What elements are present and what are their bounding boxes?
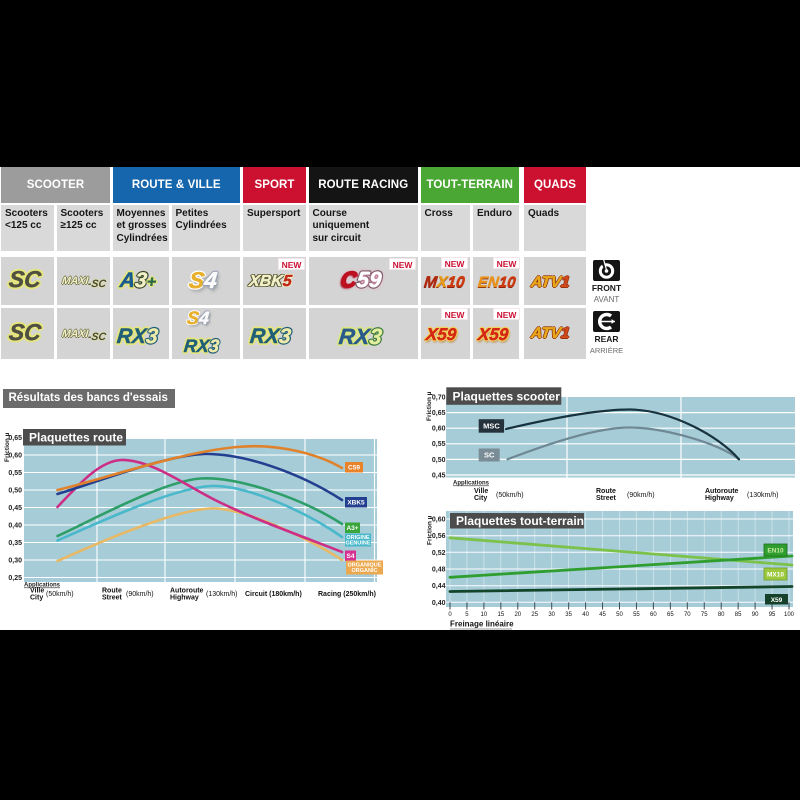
svg-text:City: City xyxy=(474,495,487,502)
svg-text:0,45: 0,45 xyxy=(8,505,22,512)
svg-text:0: 0 xyxy=(448,612,452,618)
svg-text:65: 65 xyxy=(667,612,674,618)
svg-text:(130km/h): (130km/h) xyxy=(206,591,238,598)
svg-text:20: 20 xyxy=(514,612,521,618)
svg-text:10: 10 xyxy=(481,612,488,618)
svg-text:X59: X59 xyxy=(771,597,783,604)
svg-text:0,40: 0,40 xyxy=(8,523,22,530)
svg-text:45: 45 xyxy=(599,612,606,618)
svg-text:Friction µ: Friction µ xyxy=(427,515,434,545)
svg-text:Highway: Highway xyxy=(705,495,734,502)
svg-text:0,50: 0,50 xyxy=(432,457,446,464)
svg-text:ORGANIC: ORGANIC xyxy=(352,568,378,574)
svg-text:0,40: 0,40 xyxy=(432,600,446,607)
svg-text:S4: S4 xyxy=(347,553,355,560)
svg-text:Route: Route xyxy=(596,488,616,495)
svg-text:85: 85 xyxy=(735,612,742,618)
svg-text:70: 70 xyxy=(684,612,691,618)
svg-text:SC: SC xyxy=(484,451,495,460)
svg-text:35: 35 xyxy=(565,612,572,618)
svg-text:75: 75 xyxy=(701,612,708,618)
svg-text:0,60: 0,60 xyxy=(8,453,22,460)
svg-text:(90km/h): (90km/h) xyxy=(126,591,154,598)
svg-text:Autoroute: Autoroute xyxy=(705,488,739,495)
svg-text:ORGANIQUE: ORGANIQUE xyxy=(348,562,382,568)
svg-text:Plaquettes tout-terrain: Plaquettes tout-terrain xyxy=(456,514,584,528)
svg-text:(50km/h): (50km/h) xyxy=(496,492,524,499)
svg-text:Ville: Ville xyxy=(474,488,488,495)
svg-text:Street: Street xyxy=(596,495,617,502)
svg-text:Applications: Applications xyxy=(24,583,61,589)
svg-text:(130km/h): (130km/h) xyxy=(747,492,779,499)
svg-text:55: 55 xyxy=(633,612,640,618)
svg-text:Friction µ: Friction µ xyxy=(426,391,433,421)
svg-text:Applications: Applications xyxy=(453,481,490,487)
svg-text:EN10: EN10 xyxy=(767,548,784,555)
svg-text:XBK5: XBK5 xyxy=(347,500,365,507)
svg-text:0,52: 0,52 xyxy=(432,550,446,557)
svg-text:0,48: 0,48 xyxy=(432,567,446,574)
svg-text:30: 30 xyxy=(548,612,555,618)
svg-text:Ville: Ville xyxy=(30,588,44,595)
svg-text:0,60: 0,60 xyxy=(432,426,446,433)
svg-text:Plaquettes route: Plaquettes route xyxy=(29,431,123,445)
svg-text:REAR: REAR xyxy=(594,334,618,344)
svg-text:(50km/h): (50km/h) xyxy=(46,591,74,598)
svg-text:Friction µ: Friction µ xyxy=(4,432,11,462)
svg-text:0,30: 0,30 xyxy=(8,558,22,565)
svg-text:80: 80 xyxy=(718,612,725,618)
svg-text:50: 50 xyxy=(616,612,623,618)
svg-text:C59: C59 xyxy=(348,465,360,472)
svg-text:City: City xyxy=(30,595,43,602)
svg-text:0,55: 0,55 xyxy=(8,470,22,477)
svg-text:(90km/h): (90km/h) xyxy=(627,492,655,499)
svg-text:AVANT: AVANT xyxy=(594,295,620,304)
svg-text:100: 100 xyxy=(784,612,795,618)
svg-text:Route: Route xyxy=(102,588,122,595)
svg-text:ARRIÈRE: ARRIÈRE xyxy=(590,346,623,355)
svg-text:FRONT: FRONT xyxy=(592,283,622,293)
svg-text:95: 95 xyxy=(769,612,776,618)
svg-text:40: 40 xyxy=(582,612,589,618)
svg-text:Plaquettes scooter: Plaquettes scooter xyxy=(453,389,561,403)
svg-text:0,60: 0,60 xyxy=(432,517,446,524)
svg-text:0,45: 0,45 xyxy=(432,472,446,479)
svg-text:GENUINE: GENUINE xyxy=(345,540,370,546)
svg-text:0,65: 0,65 xyxy=(432,410,446,417)
svg-text:0,25: 0,25 xyxy=(8,575,22,582)
svg-text:Freinage linéaire: Freinage linéaire xyxy=(450,620,514,629)
svg-text:MSC: MSC xyxy=(483,422,500,431)
svg-text:A3+: A3+ xyxy=(346,525,358,532)
svg-text:5: 5 xyxy=(465,612,469,618)
svg-text:Autoroute: Autoroute xyxy=(170,588,204,595)
svg-text:0,65: 0,65 xyxy=(8,435,22,442)
svg-text:60: 60 xyxy=(650,612,657,618)
svg-text:25: 25 xyxy=(531,612,538,618)
svg-text:Racing (250km/h): Racing (250km/h) xyxy=(318,591,376,598)
svg-text:MX10: MX10 xyxy=(767,572,784,579)
svg-text:90: 90 xyxy=(752,612,759,618)
svg-text:0,70: 0,70 xyxy=(432,394,446,401)
svg-text:Street: Street xyxy=(102,595,123,602)
svg-text:ORIGINE: ORIGINE xyxy=(346,535,370,541)
svg-text:0,50: 0,50 xyxy=(8,488,22,495)
svg-text:0,55: 0,55 xyxy=(432,441,446,448)
svg-text:15: 15 xyxy=(498,612,505,618)
svg-text:Circuit (180km/h): Circuit (180km/h) xyxy=(245,591,302,598)
svg-text:Highway: Highway xyxy=(170,595,199,602)
svg-text:0,56: 0,56 xyxy=(432,533,446,540)
svg-text:0,44: 0,44 xyxy=(432,583,446,590)
svg-text:0,35: 0,35 xyxy=(8,540,22,547)
